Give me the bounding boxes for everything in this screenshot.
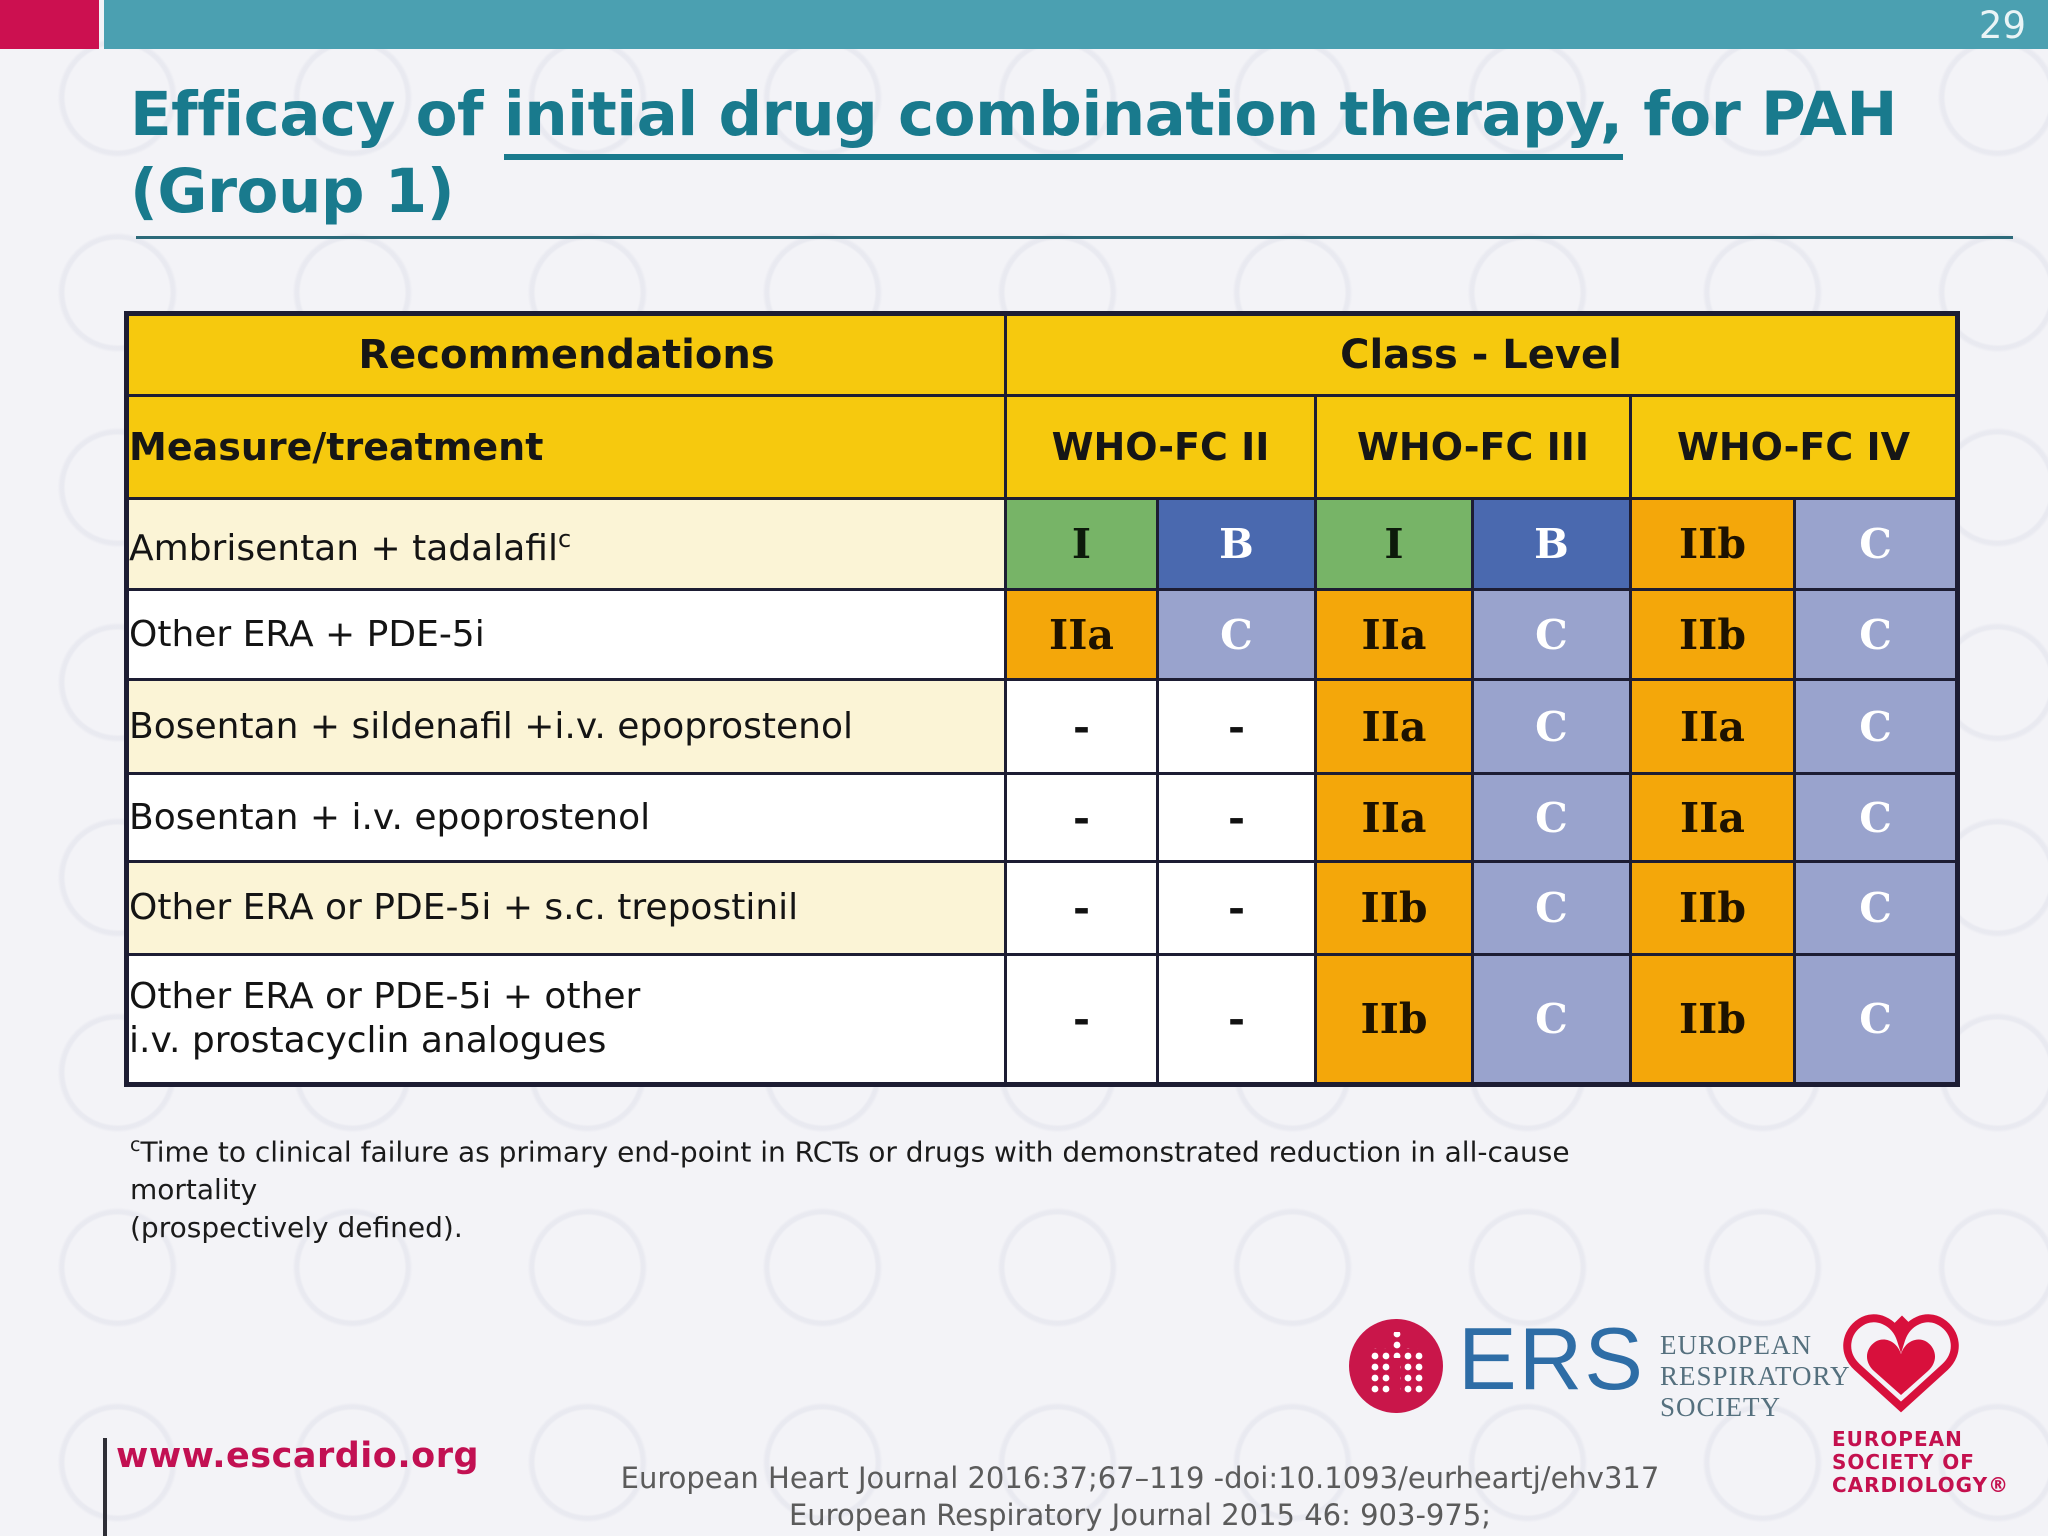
class-cell: IIb bbox=[1629, 497, 1796, 591]
ers-society-name: EUROPEAN RESPIRATORY SOCIETY bbox=[1660, 1330, 1851, 1422]
row-label: Other ERA or PDE-5i + s.c. trepostinil bbox=[125, 860, 1007, 956]
class-cell: - bbox=[1004, 678, 1159, 775]
level-cell: B bbox=[1471, 497, 1632, 591]
level-cell: - bbox=[1156, 860, 1317, 956]
footnote-line1: Time to clinical failure as primary end-… bbox=[130, 1135, 1570, 1207]
citation-line1: European Heart Journal 2016:37;67–119 -d… bbox=[620, 1461, 1660, 1495]
level-cell: C bbox=[1792, 860, 1960, 956]
class-cell: IIb bbox=[1629, 588, 1796, 681]
title-divider bbox=[136, 236, 2013, 239]
footnote: cTime to clinical failure as primary end… bbox=[130, 1126, 1690, 1247]
row-label: Bosentan + i.v. epoprostenol bbox=[125, 772, 1007, 863]
citations: European Heart Journal 2016:37;67–119 -d… bbox=[560, 1460, 1720, 1534]
class-cell: - bbox=[1004, 860, 1159, 956]
table-row: Ambrisentan + tadalafilc I B I B IIb C bbox=[125, 497, 1960, 591]
level-cell: - bbox=[1156, 772, 1317, 863]
class-cell: IIa bbox=[1004, 588, 1159, 681]
level-cell: C bbox=[1792, 772, 1960, 863]
table-row: Bosentan + sildenafil +i.v. epoprostenol… bbox=[125, 678, 1960, 775]
title-suffix: for PAH bbox=[1622, 79, 1897, 150]
level-cell: C bbox=[1792, 588, 1960, 681]
level-cell: C bbox=[1471, 953, 1632, 1086]
page-number: 29 bbox=[1978, 4, 2026, 47]
corner-accent-block bbox=[0, 0, 99, 49]
level-cell: - bbox=[1156, 678, 1317, 775]
header-recommendations: Recommendations bbox=[125, 312, 1007, 397]
level-cell: B bbox=[1156, 497, 1317, 591]
esc-society-name: EUROPEAN SOCIETY OF CARDIOLOGY® bbox=[1832, 1427, 2010, 1497]
header-who-fc-4: WHO-FC IV bbox=[1628, 394, 1960, 500]
level-cell: C bbox=[1792, 497, 1960, 591]
level-cell: C bbox=[1792, 953, 1960, 1086]
title-line2: (Group 1) bbox=[130, 156, 455, 227]
row-label-line2: i.v. prostacyclin analogues bbox=[129, 1020, 607, 1061]
header-measure-treatment: Measure/treatment bbox=[125, 394, 1007, 500]
class-cell: - bbox=[1004, 772, 1159, 863]
class-cell: IIb bbox=[1314, 860, 1474, 956]
ers-abbreviation: ERS bbox=[1458, 1309, 1645, 1408]
slide-title: Efficacy of initial drug combination the… bbox=[130, 76, 2010, 230]
header-who-fc-3: WHO-FC III bbox=[1314, 394, 1632, 500]
table-row: Other ERA + PDE-5i IIa C IIa C IIb C bbox=[125, 588, 1960, 681]
escardio-website-link[interactable]: www.escardio.org bbox=[116, 1436, 480, 1476]
row-label: Ambrisentan + tadalafilc bbox=[125, 497, 1007, 591]
level-cell: C bbox=[1471, 860, 1632, 956]
level-cell: C bbox=[1471, 772, 1632, 863]
title-underlined: initial drug combination therapy, bbox=[503, 79, 1623, 160]
table-row: Bosentan + i.v. epoprostenol - - IIa C I… bbox=[125, 772, 1960, 863]
recommendations-table-wrap: Recommendations Class - Level Measure/tr… bbox=[124, 311, 1961, 1087]
level-cell: C bbox=[1156, 588, 1317, 681]
table-row: Other ERA or PDE-5i + s.c. trepostinil -… bbox=[125, 860, 1960, 956]
class-cell: I bbox=[1314, 497, 1474, 591]
level-cell: C bbox=[1792, 678, 1960, 775]
level-cell: - bbox=[1156, 953, 1317, 1086]
header-class-level: Class - Level bbox=[1003, 312, 1960, 397]
class-cell: IIa bbox=[1629, 772, 1796, 863]
row-label: Other ERA + PDE-5i bbox=[125, 588, 1007, 681]
class-cell: I bbox=[1004, 497, 1159, 591]
class-cell: IIa bbox=[1629, 678, 1796, 775]
class-cell: IIa bbox=[1314, 678, 1474, 775]
footnote-line2: (prospectively defined). bbox=[130, 1211, 463, 1245]
footnote-marker: c bbox=[130, 1134, 141, 1156]
title-prefix: Efficacy of bbox=[130, 79, 504, 150]
esc-heart-icon bbox=[1836, 1306, 1966, 1425]
table-row: Other ERA or PDE-5i + other i.v. prostac… bbox=[125, 953, 1960, 1086]
level-cell: C bbox=[1471, 678, 1632, 775]
class-cell: IIb bbox=[1629, 860, 1796, 956]
class-cell: - bbox=[1004, 953, 1159, 1086]
class-cell: IIb bbox=[1314, 953, 1474, 1086]
row-label: Bosentan + sildenafil +i.v. epoprostenol bbox=[125, 678, 1007, 775]
row-label: Other ERA or PDE-5i + other i.v. prostac… bbox=[125, 953, 1007, 1086]
row-label-superscript: c bbox=[557, 525, 572, 553]
recommendations-table: Recommendations Class - Level Measure/tr… bbox=[124, 311, 1961, 1087]
class-cell: IIb bbox=[1629, 953, 1796, 1086]
class-cell: IIa bbox=[1314, 588, 1474, 681]
header-who-fc-2: WHO-FC II bbox=[1004, 394, 1317, 500]
level-cell: C bbox=[1471, 588, 1632, 681]
top-bar: 29 bbox=[104, 0, 2048, 49]
citation-line2: European Respiratory Journal 2015 46: 90… bbox=[788, 1498, 1492, 1532]
footer-divider-line bbox=[103, 1438, 107, 1536]
class-cell: IIa bbox=[1314, 772, 1474, 863]
ers-lungs-icon bbox=[1348, 1318, 1444, 1418]
